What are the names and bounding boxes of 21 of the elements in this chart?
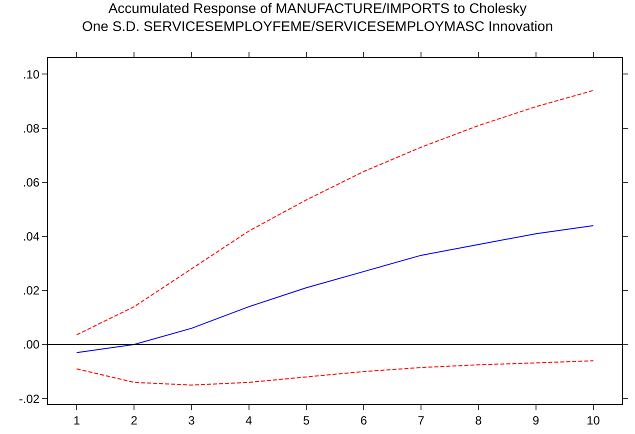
x-tick-label: 10 bbox=[586, 413, 600, 428]
x-tick-label: 7 bbox=[418, 413, 425, 428]
line-series bbox=[76, 360, 594, 386]
x-tick-label: 6 bbox=[360, 413, 368, 428]
x-tick-label: 5 bbox=[302, 413, 310, 428]
y-tick-label: .00 bbox=[22, 338, 40, 352]
x-tick-label: 8 bbox=[475, 413, 482, 428]
y-tick-label: -.02 bbox=[18, 392, 40, 406]
x-tick-label: 4 bbox=[246, 413, 253, 428]
y-tick-label: .08 bbox=[22, 121, 40, 136]
x-tick-label: 9 bbox=[532, 413, 540, 428]
x-tick-label: 2 bbox=[130, 413, 138, 428]
line-series bbox=[76, 90, 594, 336]
y-tick-label: .02 bbox=[22, 284, 40, 298]
line-series bbox=[76, 225, 594, 354]
x-tick-label: 1 bbox=[73, 413, 80, 428]
y-tick-label: .04 bbox=[22, 230, 40, 244]
x-tick-label: 3 bbox=[188, 413, 196, 428]
chart-title: Accumulated Response of MANUFACTURE/IMPORTS to Cholesky One S.D. SERVICESEMPLOYFEME/SERVICESEMPLOYMASC Innovation bbox=[82, 0, 553, 34]
y-tick-label: .06 bbox=[22, 176, 40, 190]
y-tick-label: .10 bbox=[22, 67, 40, 82]
